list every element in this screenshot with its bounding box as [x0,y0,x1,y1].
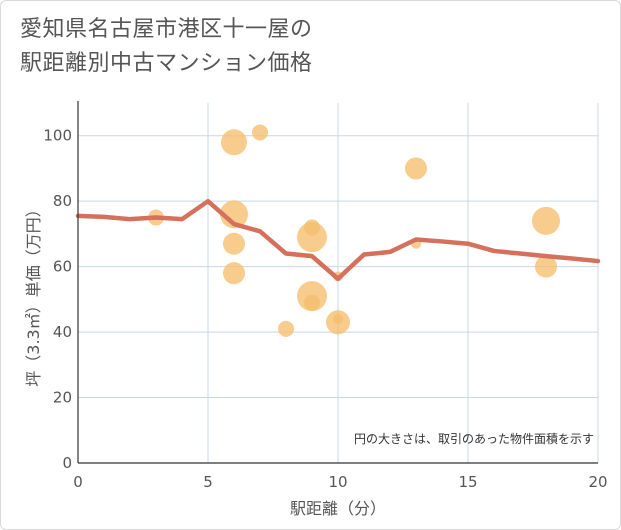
data-bubble [535,255,557,278]
y-tick-label: 60 [53,258,72,276]
bubbles [148,124,560,337]
x-tick-label: 10 [328,473,347,491]
x-tick-label: 20 [588,473,607,491]
x-axis-label: 駅距離（分） [290,499,386,518]
data-bubble [221,129,247,156]
data-bubble [220,200,248,229]
chart-title-line2: 駅距離別中古マンション価格 [20,51,313,76]
y-tick-label: 100 [43,127,72,145]
data-bubble [532,206,560,235]
x-tick-label: 0 [73,473,83,491]
x-tick-label: 15 [458,473,477,491]
y-tick-label: 80 [53,192,72,210]
y-tick-label: 40 [53,323,72,341]
data-bubble [278,320,294,337]
y-tick-label: 20 [53,389,72,407]
x-tick-label: 5 [203,473,213,491]
data-bubble [252,124,268,141]
data-bubble [223,262,245,285]
chart-title-line1: 愛知県名古屋市港区十一屋の [20,17,313,42]
size-legend-note: 円の大きさは、取引のあった物件面積を示す [354,431,594,446]
data-bubble [405,157,427,180]
trend-line-layer [75,198,601,281]
grid-lines [78,103,599,463]
trend-line [75,198,601,281]
y-axis-label: 坪（3.3㎡）単価（万円） [24,201,43,386]
axes [77,101,598,464]
data-bubble [333,314,343,324]
data-bubble [297,222,327,253]
y-tick-label: 0 [62,454,72,472]
tick-labels: 0 5 10 15 20 0 20 40 60 80 100 [43,127,607,491]
chart-title: 愛知県名古屋市港区十一屋の 駅距離別中古マンション価格 [20,13,313,81]
data-bubble [223,232,245,255]
data-bubble [304,294,320,311]
